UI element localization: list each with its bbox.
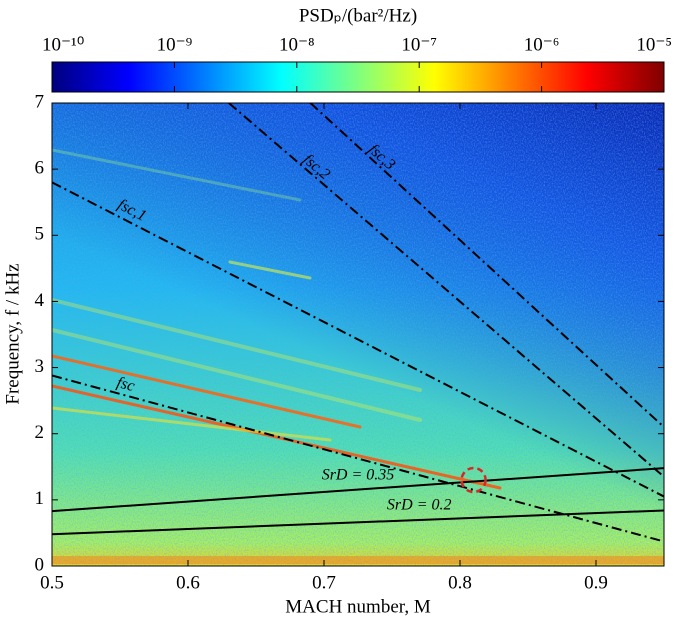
x-axis-label: MACH number, M — [285, 596, 431, 617]
x-tick-label: 0.9 — [584, 572, 608, 593]
y-tick-label: 4 — [35, 290, 45, 311]
y-tick-label: 2 — [35, 422, 45, 443]
colorbar-tick-label: 10⁻⁵ — [636, 34, 672, 55]
colorbar-tick-label: 10⁻⁸ — [279, 34, 315, 55]
y-tick-label: 5 — [35, 224, 45, 245]
colorbar-tick-label: 10⁻⁹ — [157, 34, 193, 55]
x-tick-label: 0.5 — [40, 572, 64, 593]
reference-line — [52, 467, 664, 513]
y-tick-label: 7 — [35, 91, 45, 112]
x-tick-label: 0.7 — [312, 572, 336, 593]
colorbar — [51, 61, 665, 93]
x-tick-label: 0.6 — [176, 572, 200, 593]
colorbar-title: PSDₚ/(bar²/Hz) — [299, 5, 417, 26]
spectrogram-field — [52, 103, 664, 566]
colorbar-tick-label: 10⁻¹⁰ — [42, 34, 84, 55]
colorbar-tick-label: 10⁻⁷ — [401, 34, 437, 55]
line-label: fsc — [115, 374, 137, 395]
reference-line — [52, 509, 664, 536]
y-axis-label: Frequency, f / kHz — [2, 263, 23, 404]
line-label: SrD = 0.2 — [387, 497, 452, 514]
plot-frame — [51, 102, 665, 567]
y-tick-label: 1 — [35, 488, 45, 509]
y-tick-label: 0 — [35, 554, 45, 575]
colorbar-tick-label: 10⁻⁶ — [524, 34, 560, 55]
line-label: SrD = 0.35 — [322, 466, 395, 483]
y-tick-label: 6 — [35, 158, 45, 179]
reference-line — [52, 181, 664, 498]
y-tick-label: 3 — [35, 356, 45, 377]
overlay-lines — [52, 103, 664, 543]
reference-line — [228, 103, 664, 478]
x-tick-label: 0.8 — [448, 572, 472, 593]
highlight-circle — [460, 466, 487, 494]
